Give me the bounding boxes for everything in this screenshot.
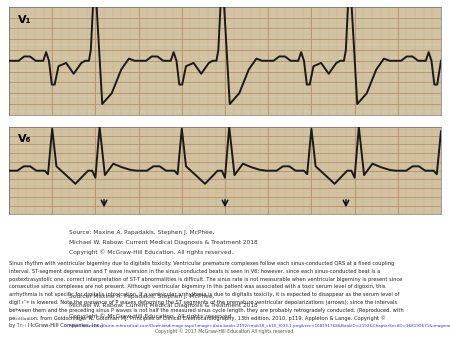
Text: interval. ST-segment depression and T wave inversion in the sinus-conducted beat: interval. ST-segment depression and T wa… (9, 269, 380, 274)
Text: arrhythmia is not specific for digitalis intoxication. If a ventricular arrhythm: arrhythmia is not specific for digitalis… (9, 292, 400, 297)
Text: Copyright © McGraw-Hill Education. All rights reserved.: Copyright © McGraw-Hill Education. All r… (69, 313, 234, 319)
Text: Source: Maxine A. Papadakis, Stephen J. McPhee,: Source: Maxine A. Papadakis, Stephen J. … (69, 230, 215, 235)
Text: Graw: Graw (14, 311, 36, 320)
Text: Education: Education (14, 331, 36, 334)
Text: Source: Maxine A. Papadakis, Stephen J. McPhee,: Source: Maxine A. Papadakis, Stephen J. … (69, 294, 215, 298)
Text: permission, from Goldschlager N, Goldman MJ: Principles of Clinical Electrocardi: permission, from Goldschlager N, Goldman… (9, 316, 386, 321)
Text: Hill: Hill (18, 320, 32, 329)
Text: V₁: V₁ (18, 16, 31, 25)
Text: postextrasystolic one, correct interpretation of ST-T abnormalities is difficult: postextrasystolic one, correct interpret… (9, 277, 402, 282)
Text: by The McGraw-Hill Companies, Inc.): by The McGraw-Hill Companies, Inc.) (9, 323, 103, 329)
Text: Michael W. Rabow: Current Medical Diagnosis & Treatment 2018: Michael W. Rabow: Current Medical Diagno… (69, 240, 258, 244)
Text: http://accessmedicine.mhmedical.com/Downloadimage.aspx?image=data.books.2192/cmd: http://accessmedicine.mhmedical.com/Down… (69, 324, 450, 328)
Text: Michael W. Rabow: Current Medical Diagnosis & Treatment 2018: Michael W. Rabow: Current Medical Diagno… (69, 303, 258, 308)
Text: consecutive sinus complexes are not present. Although ventricular bigeminy in th: consecutive sinus complexes are not pres… (9, 285, 386, 289)
Text: Mc: Mc (18, 301, 31, 311)
Text: Copyright © 2017 McGraw-Hill Education All rights reserved.: Copyright © 2017 McGraw-Hill Education A… (155, 328, 295, 334)
Text: digitalis is lowered. Note the presence of P waves deforming the ST segments of : digitalis is lowered. Note the presence … (9, 300, 397, 305)
Text: Copyright © McGraw-Hill Education. All rights reserved.: Copyright © McGraw-Hill Education. All r… (69, 249, 234, 255)
Text: V₆: V₆ (18, 134, 31, 144)
Text: Sinus rhythm with ventricular bigeminy due to digitalis toxicity. Ventricular pr: Sinus rhythm with ventricular bigeminy d… (9, 261, 394, 266)
Text: between them and the preceding sinus P waves is not half the measured sinus cycl: between them and the preceding sinus P w… (9, 308, 404, 313)
